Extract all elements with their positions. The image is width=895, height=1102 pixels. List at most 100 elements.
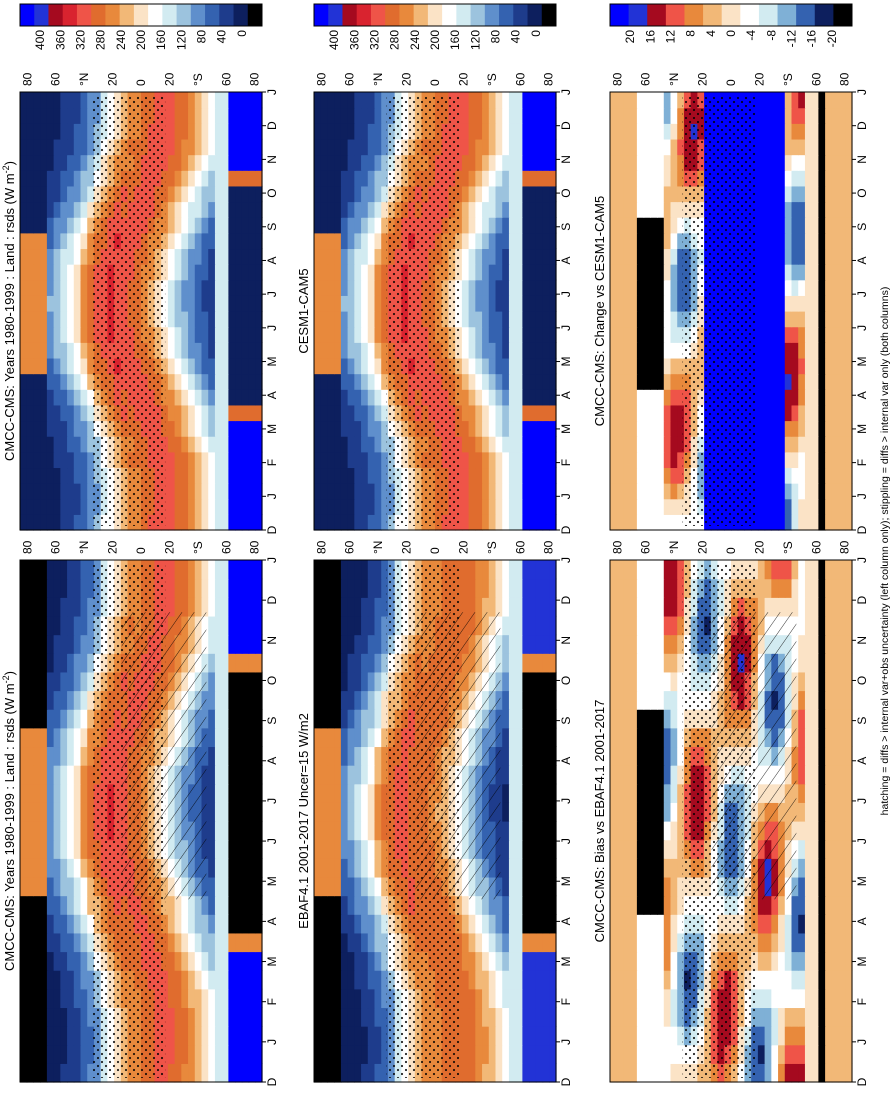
heatmap-cell xyxy=(535,802,544,822)
heatmap-cell xyxy=(495,467,503,484)
heatmap-cell xyxy=(502,92,510,109)
heatmap-cell xyxy=(327,264,335,281)
heatmap-cell xyxy=(80,451,88,469)
heatmap-cell xyxy=(241,727,250,748)
heatmap-cell xyxy=(361,1007,369,1027)
heatmap-cell xyxy=(677,783,685,803)
heatmap-cell xyxy=(221,765,229,785)
heatmap-cell xyxy=(67,839,75,859)
heatmap-cell xyxy=(535,1007,544,1027)
heatmap-cell xyxy=(367,560,376,580)
month-tick-label: M xyxy=(559,357,573,367)
heatmap-cell xyxy=(845,1044,853,1064)
heatmap-cell xyxy=(784,951,793,971)
heatmap-cell xyxy=(20,951,28,971)
heatmap-cell xyxy=(361,295,369,312)
heatmap-cell xyxy=(549,839,557,859)
heatmap-cell xyxy=(320,821,329,841)
heatmap-cell xyxy=(314,895,322,915)
heatmap-cell xyxy=(811,970,819,990)
heatmap-cell xyxy=(26,970,35,990)
heatmap-cell xyxy=(320,783,329,803)
heatmap-cell xyxy=(221,727,229,748)
heatmap-cell xyxy=(40,858,48,878)
heatmap-cell xyxy=(361,709,369,729)
heatmap-cell xyxy=(314,467,322,484)
heatmap-cell xyxy=(40,514,48,531)
heatmap-cell xyxy=(488,436,497,453)
heatmap-cell xyxy=(320,279,329,296)
heatmap-cell xyxy=(241,821,250,841)
heatmap-cell xyxy=(214,389,223,406)
heatmap-cell xyxy=(515,895,523,915)
heatmap-cell xyxy=(340,170,349,187)
heatmap-cell xyxy=(461,1044,470,1064)
heatmap-cell xyxy=(529,107,537,124)
heatmap-cell xyxy=(26,248,35,265)
heatmap-cell xyxy=(468,404,476,422)
heatmap-cell xyxy=(248,653,256,673)
heatmap-cell xyxy=(26,264,35,281)
heatmap-cell xyxy=(535,201,544,218)
heatmap-cell xyxy=(334,895,342,915)
heatmap-cell xyxy=(677,765,685,785)
heatmap-cell xyxy=(26,1026,35,1046)
heatmap-cell xyxy=(522,138,530,156)
heatmap-cell xyxy=(201,1007,209,1027)
heatmap-cell xyxy=(549,217,557,234)
heatmap-cell xyxy=(208,821,216,841)
heatmap-cell xyxy=(340,671,349,692)
heatmap-cell xyxy=(677,914,685,934)
heatmap-cell xyxy=(361,597,369,617)
heatmap-cell xyxy=(549,1063,557,1083)
heatmap-cell xyxy=(73,1007,82,1027)
heatmap-cell xyxy=(522,634,530,654)
heatmap-cell xyxy=(314,765,322,785)
heatmap-cell xyxy=(327,839,335,859)
heatmap-cell xyxy=(214,232,223,250)
heatmap-cell xyxy=(46,1007,55,1027)
heatmap-cell xyxy=(214,357,223,375)
heatmap-cell xyxy=(60,895,68,915)
heatmap-cell xyxy=(677,988,685,1009)
heatmap-cell xyxy=(764,932,772,953)
heatmap-cell xyxy=(40,597,48,617)
heatmap-cell xyxy=(508,201,517,218)
heatmap-cell xyxy=(354,92,362,109)
heatmap-cell xyxy=(535,951,544,971)
heatmap-cell xyxy=(374,560,382,580)
heatmap-cell xyxy=(46,201,55,218)
heatmap-cell xyxy=(468,451,476,469)
heatmap-cell xyxy=(535,436,544,453)
heatmap-cell xyxy=(381,232,389,250)
heatmap-cell xyxy=(475,436,483,453)
heatmap-cell xyxy=(334,389,342,406)
heatmap-cell xyxy=(314,451,322,469)
heatmap-cell xyxy=(616,914,625,934)
heatmap-cell xyxy=(502,107,510,124)
heatmap-cell xyxy=(657,802,665,822)
heatmap-cell xyxy=(515,138,523,156)
heatmap-cell xyxy=(636,1044,645,1064)
heatmap-cell xyxy=(46,279,55,296)
heatmap-cell xyxy=(255,653,263,673)
heatmap-cell xyxy=(838,914,846,934)
heatmap-cell xyxy=(764,895,772,915)
heatmap-cell xyxy=(340,373,349,390)
heatmap-cell xyxy=(354,404,362,422)
heatmap-cell xyxy=(650,932,658,953)
heatmap-cell xyxy=(208,1044,216,1064)
heatmap-cell xyxy=(549,914,557,934)
heatmap-cell xyxy=(20,988,28,1009)
heatmap-cell xyxy=(80,357,88,375)
heatmap-cell xyxy=(804,1044,813,1064)
heatmap-cell xyxy=(495,201,503,218)
heatmap-cell xyxy=(67,123,75,140)
heatmap-cell xyxy=(194,988,203,1009)
heatmap-cell xyxy=(320,597,329,617)
heatmap-cell xyxy=(522,107,530,124)
heatmap-cell xyxy=(643,914,651,934)
heatmap-cell xyxy=(181,92,189,109)
